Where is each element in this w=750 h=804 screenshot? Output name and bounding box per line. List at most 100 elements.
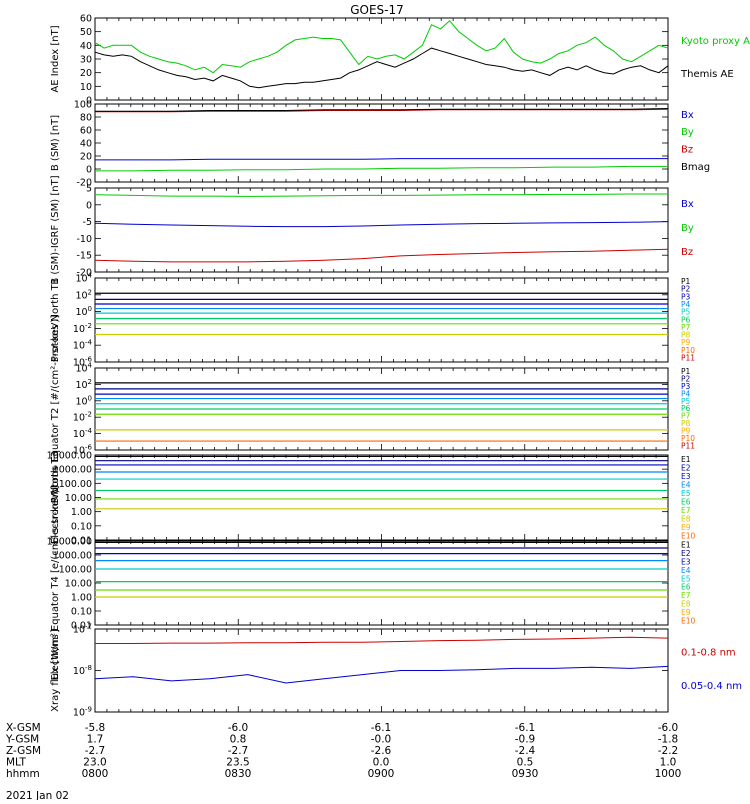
y-tick-label: 40: [80, 139, 92, 150]
legend-label: P3: [681, 382, 691, 391]
legend-label: P10: [681, 434, 695, 443]
legend-label: P8: [681, 419, 691, 428]
plot-title: GOES-17: [350, 3, 404, 17]
y-axis-label: B (SM) [nT]: [50, 115, 61, 171]
legend-label: E8: [681, 514, 691, 523]
footer-value: -5.8: [85, 722, 106, 734]
y-tick-label: 1.00: [71, 593, 92, 604]
date-label: 2021 Jan 02: [6, 790, 69, 800]
y-tick-label: 60: [80, 126, 92, 137]
legend-label: By: [681, 127, 694, 138]
footer-value: 0.5: [517, 757, 534, 769]
legend-label: Bx: [681, 199, 694, 210]
y-tick-label: 1000.00: [53, 465, 92, 476]
y-tick-label: 10-4: [73, 427, 93, 440]
y-tick-label: 100.00: [59, 565, 92, 576]
footer-value: -0.9: [515, 734, 536, 746]
legend-label: P2: [681, 285, 691, 294]
y-tick-label: 0.01: [71, 536, 92, 547]
legend-label: E4: [681, 480, 691, 489]
legend-label: Kyoto proxy AE: [681, 36, 750, 47]
legend-label: E7: [681, 591, 691, 600]
footer-row-label: Y-GSM: [5, 734, 39, 746]
legend-label: Bmag: [681, 162, 710, 173]
legend-label: P9: [681, 427, 691, 436]
y-tick-label: 10.00: [65, 579, 92, 590]
y-tick-label: 20: [80, 152, 92, 163]
y-tick-label: 0.10: [71, 521, 92, 532]
series-line: [95, 158, 668, 161]
footer-value: -0.0: [371, 734, 392, 746]
legend-label: E10: [681, 531, 696, 540]
legend-label: P4: [681, 389, 691, 398]
panel-en: 10000.00 1000.00 100.00 10.00 1.00 0.10 0.01 El…: [47, 451, 696, 547]
footer-value: -6.1: [371, 722, 392, 734]
legend-label: E7: [681, 506, 691, 515]
series-line: [95, 108, 669, 113]
legend-label: P2: [681, 374, 691, 383]
footer-row-label: MLT: [6, 757, 26, 769]
y-tick-label: 1000.00: [53, 551, 92, 562]
y-tick-label: 100: [75, 305, 92, 318]
legend-label: E3: [681, 558, 691, 567]
footer-value: 23.0: [83, 757, 106, 769]
y-tick-label: 10-9: [73, 706, 92, 719]
legend-label: E6: [681, 583, 691, 592]
footer-value: 1000: [655, 768, 682, 780]
footer-value: -6.1: [515, 722, 536, 734]
series-line: [94, 665, 669, 684]
legend-label: Bx: [681, 110, 694, 121]
legend-label: Bz: [681, 247, 693, 258]
y-tick-label: 40: [80, 41, 92, 52]
legend-label: P1: [681, 367, 691, 376]
y-tick-label: 10-7: [73, 623, 92, 636]
footer-value: 0.0: [373, 757, 390, 769]
footer-table: X-GSM -5.8 -6.0 -6.1 -6.1 -6.0 Y-GSM 1.7 0.8 -0.0…: [5, 722, 682, 802]
legend-label: E4: [681, 566, 691, 575]
legend-label: Themis AE: [680, 69, 734, 80]
series-line: [95, 165, 668, 172]
footer-value: 0.8: [230, 734, 247, 746]
legend-label: Bz: [681, 145, 693, 156]
panel-bsm: -20 0 20 40 60 80 100 B (SM) [nT] Bx By Bz Bmag: [50, 100, 710, 189]
y-tick-label: 104: [75, 272, 92, 285]
y-tick-label: 10-2: [73, 411, 92, 424]
legend-label: E10: [681, 616, 696, 625]
panel-frame: [94, 277, 669, 363]
footer-value: -6.0: [228, 722, 249, 734]
series-line: [94, 47, 669, 89]
y-tick-label: 60: [80, 14, 92, 25]
y-axis-label: Xray flux [W/m²]: [50, 629, 61, 712]
panel-frame: [94, 187, 669, 273]
y-tick-label: 100: [75, 394, 92, 407]
series-line: [95, 636, 669, 644]
legend-label: E1: [681, 541, 691, 550]
y-tick-label: 0: [86, 200, 92, 211]
panel-frame: [94, 454, 669, 541]
footer-value: 0830: [225, 768, 252, 780]
footer-row-label: X-GSM: [6, 722, 41, 734]
footer-value: 0930: [512, 768, 539, 780]
y-axis-label: B (SM)-IGRF (SM) [nT]: [50, 175, 61, 284]
y-tick-label: 0: [86, 165, 92, 176]
y-tick-label: -15: [76, 251, 92, 262]
legend-label: E3: [681, 472, 691, 481]
legend-label: P7: [681, 323, 691, 332]
legend-label: E5: [681, 489, 691, 498]
footer-value: -2.7: [85, 745, 106, 757]
legend-label: E6: [681, 497, 691, 506]
series-line: [94, 248, 669, 263]
y-tick-label: -5: [83, 217, 92, 228]
y-tick-label: 0.01: [71, 621, 92, 632]
series-line: [94, 193, 668, 197]
y-tick-label: 102: [75, 288, 92, 301]
y-axis-label: Protons Equator T2 [#/(cm²-s-sr-keV)]: [50, 315, 61, 504]
legend-label: P5: [681, 397, 691, 406]
y-tick-label: 50: [80, 27, 92, 38]
legend-label: P4: [681, 300, 691, 309]
footer-row-label: Z-GSM: [6, 745, 41, 757]
legend-label: P10: [681, 346, 695, 355]
legend-label: E9: [681, 523, 691, 532]
